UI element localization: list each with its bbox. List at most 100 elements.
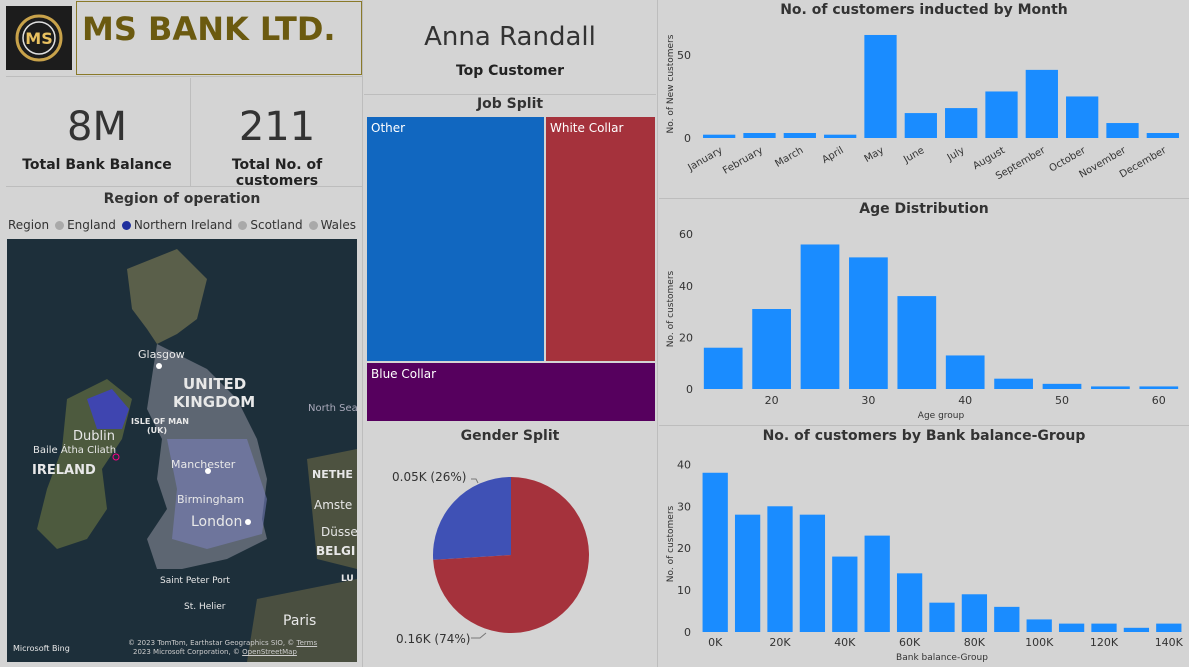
bar[interactable] (1123, 627, 1150, 632)
bar[interactable] (897, 296, 937, 389)
bar[interactable] (994, 378, 1033, 389)
bar[interactable] (864, 34, 897, 138)
map-label-saint-peter-port: Saint Peter Port (160, 576, 230, 586)
bar[interactable] (752, 309, 791, 389)
bar[interactable] (1066, 96, 1099, 138)
map-label-dusseldorf: Düsse (321, 525, 357, 539)
bar[interactable] (767, 506, 793, 632)
bar[interactable] (1091, 386, 1130, 389)
region-map[interactable]: Glasgow UNITED KINGDOM North Sea ISLE OF… (7, 239, 357, 662)
map-label-st-helier: St. Helier (184, 602, 226, 612)
bar[interactable] (864, 535, 890, 632)
legend-item-northern-ireland[interactable]: Northern Ireland (121, 218, 232, 232)
balance-chart-title: No. of customers by Bank balance-Group (762, 428, 1086, 444)
treemap-cell-other[interactable]: Other (367, 117, 544, 361)
y-tick-label: 40 (677, 458, 691, 471)
map-label-amsterdam: Amste (314, 498, 353, 512)
total-customers-value: 211 (238, 104, 316, 150)
divider (364, 94, 656, 95)
bar[interactable] (832, 556, 858, 632)
x-axis-label: Age group (918, 411, 965, 421)
bar[interactable] (703, 134, 736, 138)
bar[interactable] (824, 134, 857, 138)
bar[interactable] (1058, 623, 1085, 632)
bar[interactable] (743, 133, 776, 138)
map-label-north-sea: North Sea (308, 403, 357, 414)
bar[interactable] (1026, 619, 1052, 632)
map-shapes (7, 239, 357, 662)
legend-item-wales[interactable]: Wales (308, 218, 356, 232)
x-tick-label: 80K (964, 636, 986, 649)
map-label-belgium: BELGI (316, 544, 356, 558)
legend-dot (308, 221, 318, 230)
y-tick-label: 40 (679, 280, 693, 293)
total-balance-value: 8M (67, 104, 127, 150)
y-tick-label: 30 (677, 500, 691, 513)
pie-slice[interactable] (433, 477, 589, 633)
bar[interactable] (1146, 133, 1179, 138)
x-tick-label: February (721, 145, 765, 177)
map-label-london: London (191, 514, 243, 530)
map-label-baile: Baile Átha Cliath (33, 445, 117, 456)
x-tick-label: 60 (1152, 394, 1166, 407)
bar[interactable] (800, 244, 840, 389)
map-copyright-2: 2023 Microsoft Corporation, © OpenStreet… (133, 648, 297, 656)
total-balance-label: Total Bank Balance (22, 157, 172, 173)
bar[interactable] (945, 108, 978, 138)
bar[interactable] (783, 133, 816, 138)
treemap-cell-blue-collar[interactable]: Blue Collar (367, 363, 655, 421)
bar[interactable] (1042, 383, 1082, 389)
bar[interactable] (1156, 623, 1182, 632)
bing-logo: Microsoft Bing (13, 644, 70, 653)
bar[interactable] (1025, 69, 1058, 138)
bar[interactable] (985, 91, 1018, 138)
bar[interactable] (1139, 386, 1179, 389)
map-label-ireland: IRELAND (32, 463, 96, 478)
bar[interactable] (929, 602, 955, 632)
balance-chart: No. of customers 0 10 20 30 40 0K 20K 40K 60K 80K 1… (666, 458, 1184, 663)
bar[interactable] (896, 573, 923, 632)
divider (657, 0, 658, 667)
x-tick-label: 100K (1025, 636, 1054, 649)
x-tick-label: 60K (899, 636, 921, 649)
treemap-cell-white-collar[interactable]: White Collar (546, 117, 655, 361)
y-tick-label: 0 (684, 132, 691, 145)
divider (659, 425, 1189, 426)
osm-link[interactable]: OpenStreetMap (242, 648, 297, 656)
x-tick-label: 50 (1055, 394, 1069, 407)
divider (362, 0, 363, 667)
pie-label-small: 0.05K (26%) (392, 470, 466, 484)
bar[interactable] (904, 113, 937, 138)
y-tick-label: 50 (677, 49, 691, 62)
map-label-manchester: Manchester (171, 458, 236, 471)
ms-logo-icon: MS (15, 14, 63, 62)
bar[interactable] (945, 355, 985, 389)
bar[interactable] (849, 257, 888, 389)
bar[interactable] (1091, 623, 1117, 632)
bar[interactable] (734, 514, 761, 632)
x-tick-label: July (945, 145, 967, 164)
terms-link[interactable]: Terms (296, 639, 318, 647)
x-tick-label: 20 (765, 394, 779, 407)
x-tick-label: 40K (834, 636, 856, 649)
bar[interactable] (994, 606, 1020, 632)
x-axis-label: Bank balance-Group (896, 653, 988, 663)
divider (659, 198, 1189, 199)
pie-slice[interactable] (433, 477, 511, 560)
bar[interactable] (799, 514, 826, 632)
map-label-birmingham: Birmingham (177, 493, 245, 506)
legend-item-scotland[interactable]: Scotland (238, 218, 303, 232)
bar[interactable] (961, 594, 988, 632)
bank-name-box (76, 1, 362, 75)
job-split-title: Job Split (476, 96, 544, 112)
month-chart-title: No. of customers inducted by Month (780, 2, 1068, 18)
svg-text:MS: MS (25, 29, 52, 48)
bar[interactable] (1106, 123, 1139, 138)
bar[interactable] (702, 472, 728, 632)
y-axis-label: No. of New customers (666, 34, 676, 133)
y-tick-label: 20 (677, 542, 691, 555)
legend-item-england[interactable]: England (55, 218, 116, 232)
top-customer-name: Anna Randall (424, 22, 596, 52)
bar[interactable] (703, 347, 743, 389)
